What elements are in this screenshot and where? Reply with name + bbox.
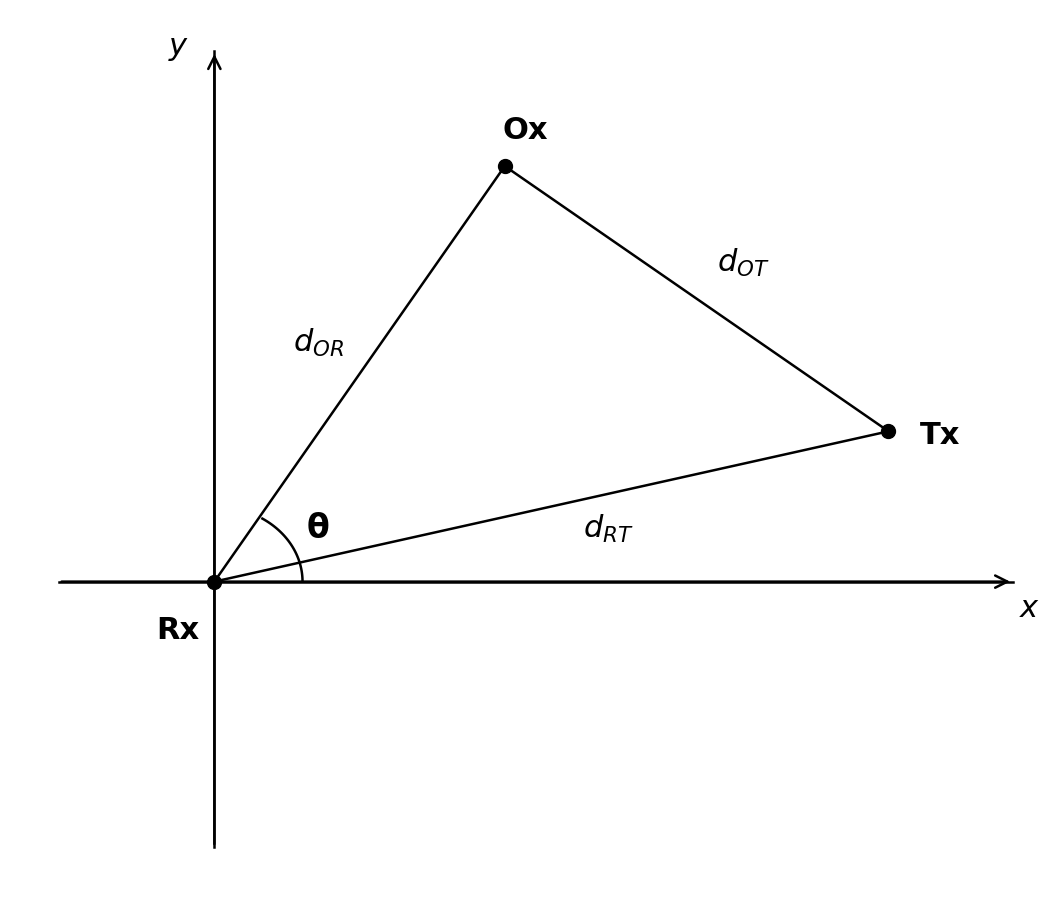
Point (206, 575, 223, 589)
Text: Tx: Tx (921, 421, 961, 450)
Text: y: y (169, 32, 187, 61)
Text: Rx: Rx (157, 616, 200, 645)
Point (880, 424, 897, 438)
Text: θ: θ (307, 512, 329, 545)
Point (496, 159, 513, 173)
Text: Ox: Ox (502, 116, 549, 145)
Text: $d_{OR}$: $d_{OR}$ (292, 327, 344, 359)
Text: $d_{RT}$: $d_{RT}$ (583, 513, 634, 544)
Text: x: x (1019, 594, 1037, 622)
Text: $d_{OT}$: $d_{OT}$ (717, 247, 769, 279)
